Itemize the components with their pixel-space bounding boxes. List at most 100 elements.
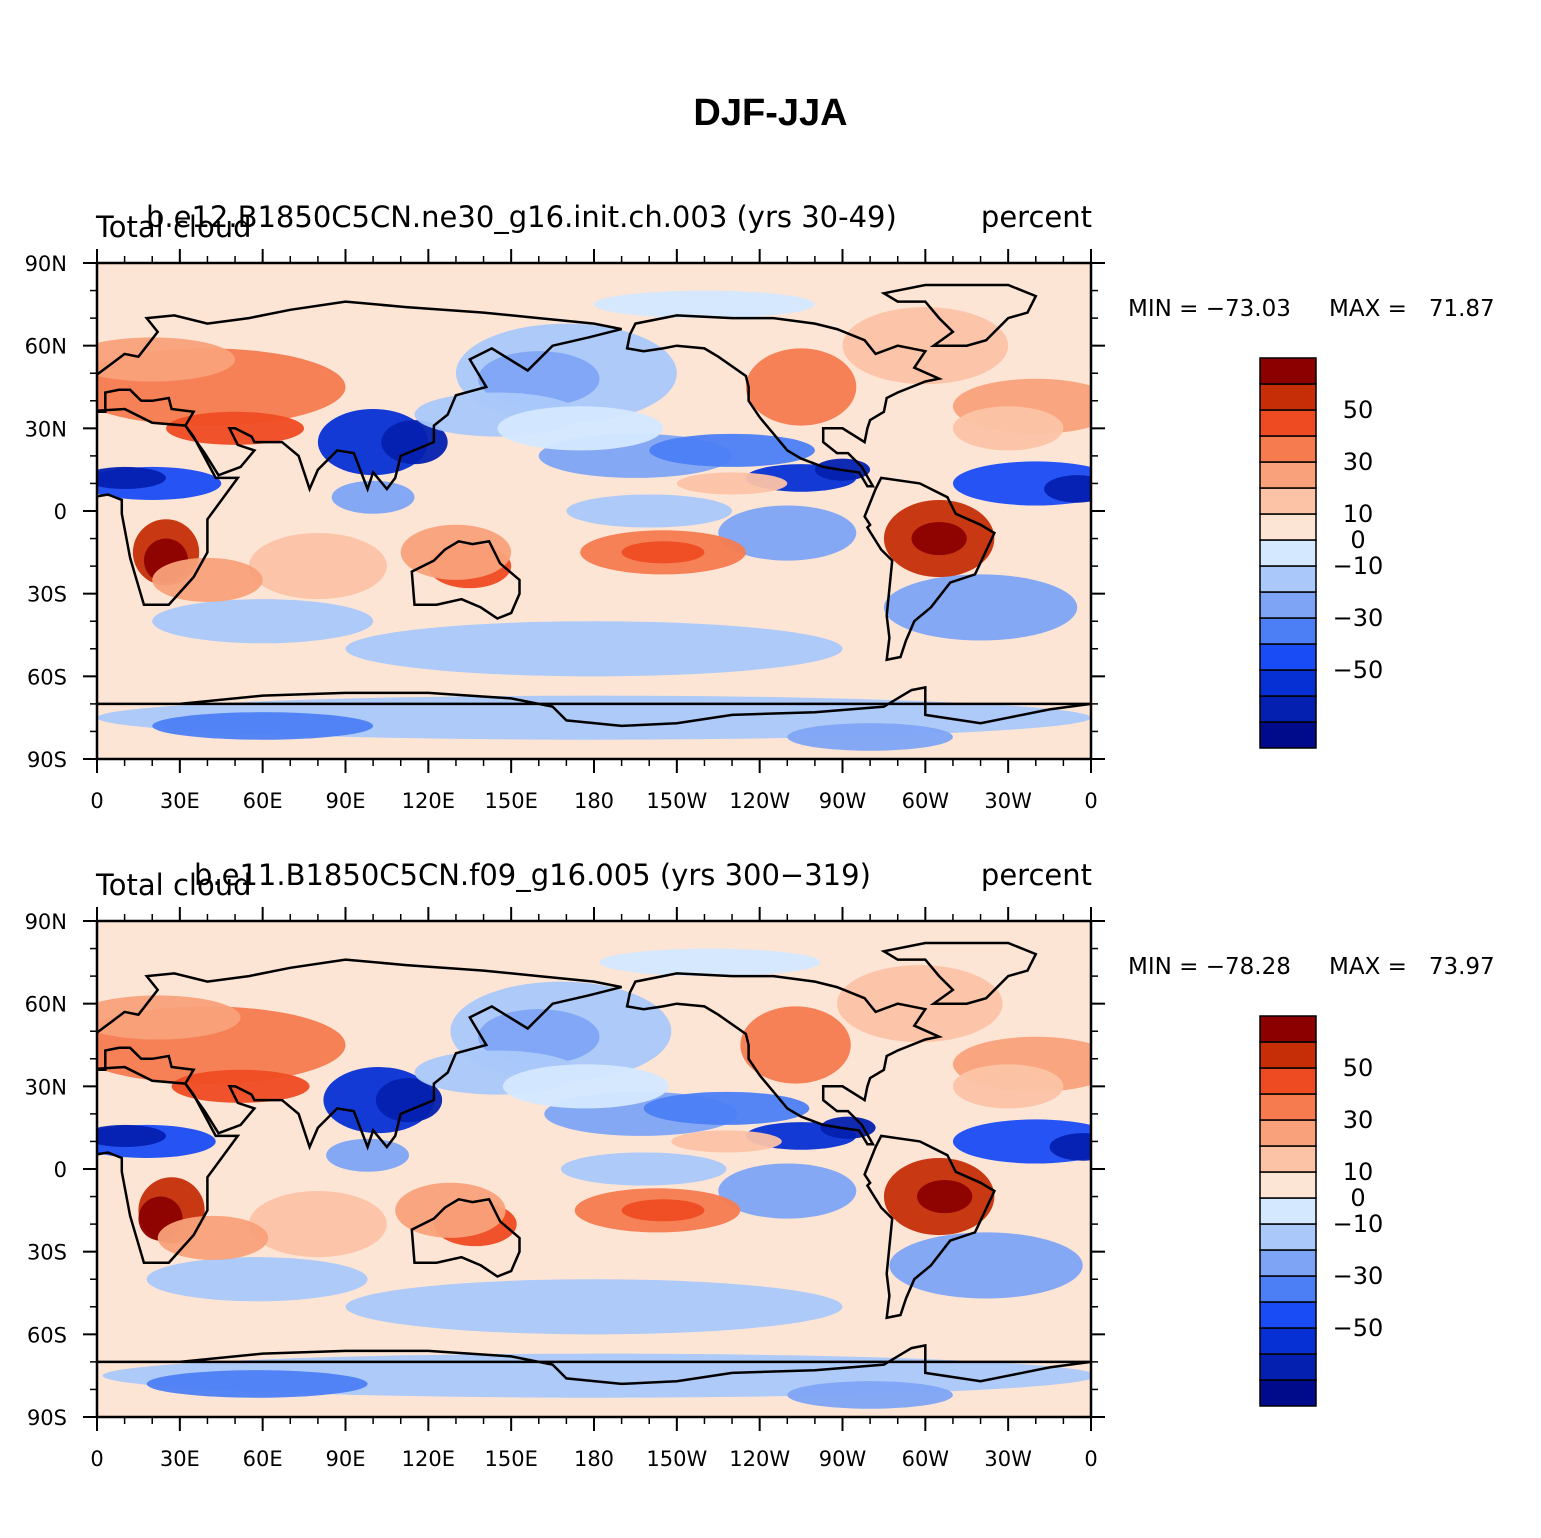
colorbar-label: −30 xyxy=(1333,1262,1384,1290)
coastline xyxy=(97,1065,241,1264)
y-tick-label: 90N xyxy=(25,910,67,934)
min-label: MIN = −78.28 xyxy=(1128,954,1291,980)
colorbar-swatch xyxy=(1259,1275,1317,1303)
coastline xyxy=(625,972,944,1146)
max-label: MAX = 73.97 xyxy=(1329,954,1495,980)
colorbar-swatch xyxy=(1259,1093,1317,1121)
field-contour xyxy=(952,406,1064,451)
colorbar-swatch xyxy=(1259,539,1317,567)
colorbar-swatch xyxy=(1259,591,1317,619)
x-tick-label: 30E xyxy=(160,789,200,813)
field-contour xyxy=(97,995,241,1040)
field-contour xyxy=(497,406,664,451)
colorbar-swatch xyxy=(1259,1041,1317,1069)
coastline xyxy=(410,539,521,620)
map-plot: 0 30E 60E 90E 120E 150E 180 150W 120W 90W 60W 30W 09… xyxy=(25,249,1384,813)
field-contour xyxy=(248,1191,387,1258)
field-contour xyxy=(787,1381,953,1409)
field-contour xyxy=(97,466,167,489)
field-contour xyxy=(599,948,821,977)
field-contour xyxy=(345,1279,843,1335)
field-contour xyxy=(171,1069,310,1103)
field-contour xyxy=(621,541,705,564)
field-contour xyxy=(952,1064,1064,1109)
x-tick-label: 30W xyxy=(984,789,1032,813)
colorbar-swatch xyxy=(1259,643,1317,671)
field-contour xyxy=(345,621,843,677)
coastline xyxy=(97,407,241,606)
field-contour xyxy=(248,533,387,600)
field-contour xyxy=(671,1130,782,1153)
y-tick-label: 60S xyxy=(27,665,67,689)
field-contour xyxy=(146,1257,368,1302)
x-tick-label: 30W xyxy=(984,1447,1032,1471)
x-tick-label: 90E xyxy=(326,789,366,813)
colorbar-swatch xyxy=(1259,1119,1317,1147)
panel-title: b.e12.B1850C5CN.ne30_g16.init.ch.003 (yr… xyxy=(146,200,897,234)
colorbar-label: 30 xyxy=(1343,448,1374,476)
field-contour xyxy=(594,290,815,319)
colorbar-swatch xyxy=(1259,617,1317,645)
field-contour xyxy=(478,351,600,407)
field-contour xyxy=(152,712,374,740)
coastline xyxy=(97,1343,1091,1386)
colorbar-label: 10 xyxy=(1343,1158,1374,1186)
x-tick-label: 90W xyxy=(819,1447,867,1471)
field-contour xyxy=(842,307,1009,385)
colorbar-swatch xyxy=(1259,383,1317,411)
colorbar-swatch xyxy=(1259,1067,1317,1095)
field-contour xyxy=(152,557,263,602)
coastline xyxy=(97,958,622,1151)
field-contour xyxy=(883,574,1078,641)
field-contour xyxy=(1049,1133,1091,1161)
min-label: MIN = −73.03 xyxy=(1128,296,1291,322)
map-panel-2: b.e11.B1850C5CN.f09_g16.005 (yrs 300−319… xyxy=(0,658,1541,1471)
y-tick-label: 30S xyxy=(27,583,67,607)
colorbar-swatch xyxy=(1259,1301,1317,1329)
y-tick-label: 60S xyxy=(27,1323,67,1347)
colorbar-swatch xyxy=(1259,721,1317,749)
y-tick-label: 60N xyxy=(25,335,67,359)
x-tick-label: 120W xyxy=(729,1447,790,1471)
field-contour xyxy=(718,1163,857,1219)
field-contour xyxy=(331,480,415,514)
coastline xyxy=(880,283,1038,347)
x-tick-label: 30E xyxy=(160,1447,200,1471)
field-contour xyxy=(400,524,512,580)
field-contour xyxy=(643,1091,810,1125)
colorbar-label: 10 xyxy=(1343,500,1374,528)
field-contour xyxy=(146,1370,368,1398)
x-tick-label: 150E xyxy=(484,789,537,813)
field-contour xyxy=(649,433,815,467)
x-tick-label: 90W xyxy=(819,789,867,813)
colorbar-label: −10 xyxy=(1333,552,1384,580)
field-contour xyxy=(911,522,967,556)
coastline xyxy=(97,300,622,493)
colorbar-swatch xyxy=(1259,1015,1317,1043)
max-label: MAX = 71.87 xyxy=(1329,296,1495,322)
colorbar-swatch xyxy=(1259,565,1317,593)
colorbar-swatch xyxy=(1259,1249,1317,1277)
colorbar-swatch xyxy=(1259,357,1317,385)
colorbar-swatch xyxy=(1259,487,1317,515)
y-tick-label: 0 xyxy=(54,500,67,524)
variable-label: Total cloud xyxy=(96,868,252,902)
field-contour xyxy=(97,337,236,382)
field-contour xyxy=(502,1064,669,1109)
field-contour xyxy=(1044,475,1091,503)
colorbar-label: −10 xyxy=(1333,1210,1384,1238)
units-label: percent xyxy=(980,858,1092,892)
field-contour xyxy=(152,599,374,644)
x-tick-label: 150W xyxy=(646,1447,707,1471)
y-tick-label: 0 xyxy=(54,1158,67,1182)
colorbar-swatch xyxy=(1259,1379,1317,1407)
colorbar-label: −30 xyxy=(1333,604,1384,632)
colorbar-label: 50 xyxy=(1343,1054,1374,1082)
map-panel-1: b.e12.B1850C5CN.ne30_g16.init.ch.003 (yr… xyxy=(0,0,1541,813)
x-tick-label: 60W xyxy=(902,1447,950,1471)
field-contour xyxy=(889,1232,1083,1299)
colorbar-swatch xyxy=(1259,1327,1317,1355)
colorbar-label: −50 xyxy=(1333,656,1384,684)
x-tick-label: 0 xyxy=(1084,1447,1097,1471)
field-contour xyxy=(718,505,857,561)
